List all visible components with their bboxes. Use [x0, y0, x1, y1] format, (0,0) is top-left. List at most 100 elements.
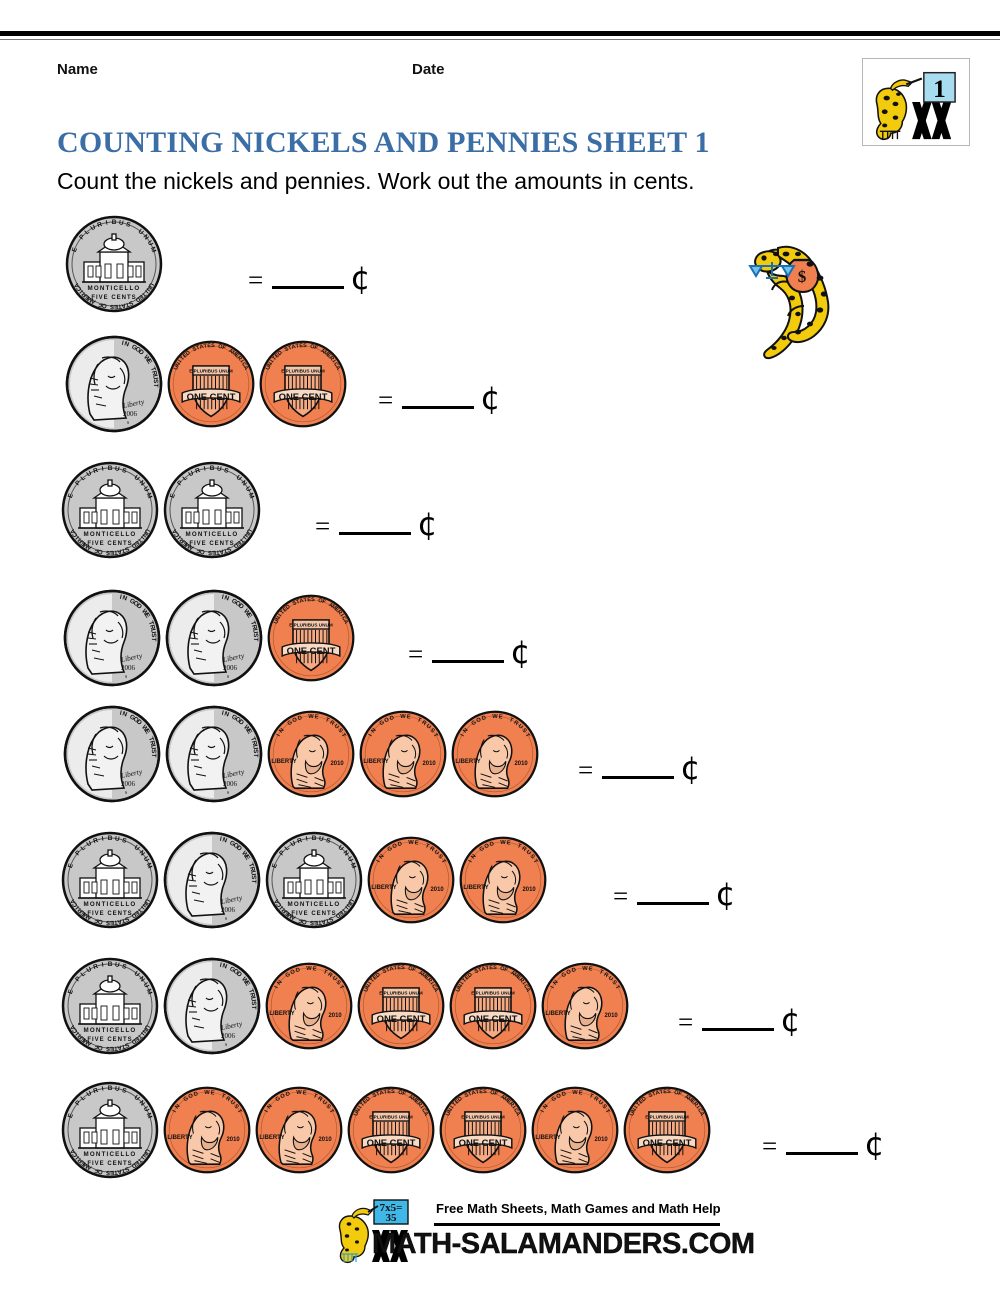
- svg-text:P: P: [74, 974, 83, 982]
- svg-text:E: E: [397, 965, 401, 971]
- svg-text:U: U: [455, 986, 462, 992]
- svg-text:C: C: [420, 1107, 427, 1114]
- svg-text:D: D: [135, 718, 143, 727]
- svg-text:D: D: [135, 602, 143, 611]
- svg-text:G: G: [287, 719, 295, 727]
- svg-text:N: N: [276, 979, 283, 986]
- svg-text:E: E: [372, 974, 379, 981]
- svg-text:P: P: [278, 848, 287, 856]
- svg-text:O: O: [232, 841, 240, 850]
- svg-text:D: D: [285, 1091, 291, 1098]
- svg-text:T: T: [296, 598, 302, 605]
- svg-text:A: A: [299, 597, 304, 604]
- svg-text:I: I: [219, 835, 222, 842]
- svg-text:N: N: [121, 594, 128, 602]
- svg-text:N: N: [447, 1107, 454, 1114]
- svg-text:D: D: [457, 1096, 464, 1103]
- svg-text:F: F: [298, 916, 304, 924]
- svg-text:T: T: [179, 354, 186, 361]
- svg-text:W: W: [306, 966, 312, 972]
- svg-text:I: I: [139, 1154, 146, 1160]
- svg-text:S: S: [121, 962, 128, 970]
- svg-text:E: E: [578, 1090, 583, 1097]
- svg-text:S: S: [121, 836, 128, 844]
- svg-text:I: I: [121, 339, 124, 346]
- svg-text:I: I: [119, 593, 122, 600]
- answer-blank-7[interactable]: [702, 1007, 775, 1031]
- svg-text:D: D: [129, 911, 137, 920]
- svg-text:N: N: [278, 727, 285, 734]
- svg-text:B: B: [108, 465, 113, 472]
- svg-text:N: N: [631, 1107, 638, 1114]
- answer-blank-4[interactable]: [432, 639, 505, 663]
- svg-text:T: T: [317, 918, 322, 925]
- svg-text:T: T: [147, 620, 155, 626]
- svg-text:N: N: [365, 983, 372, 990]
- svg-text:O: O: [132, 599, 140, 608]
- svg-text:D: D: [333, 911, 341, 920]
- svg-text:E: E: [454, 1098, 461, 1105]
- svg-text:I: I: [305, 835, 308, 842]
- svg-text:ONE CENT: ONE CENT: [367, 1138, 416, 1149]
- svg-text:E: E: [464, 974, 471, 981]
- answer-blank-5[interactable]: [602, 755, 675, 779]
- svg-text:A: A: [116, 547, 122, 555]
- svg-text:E: E: [333, 606, 340, 613]
- svg-text:I: I: [278, 904, 285, 910]
- svg-text:S: S: [106, 1044, 110, 1051]
- svg-text:B: B: [312, 835, 317, 842]
- svg-text:N: N: [221, 962, 228, 970]
- svg-text:E: E: [79, 908, 87, 916]
- svg-text:U: U: [85, 839, 93, 848]
- header-logo-art: 1: [875, 71, 956, 140]
- svg-text:E: E: [274, 352, 281, 359]
- svg-text:S: S: [150, 632, 157, 637]
- svg-text:B: B: [108, 835, 113, 842]
- equals-sign-6: =: [613, 881, 629, 911]
- svg-text:R: R: [248, 866, 256, 873]
- svg-text:M: M: [145, 988, 153, 995]
- problem-row-4: I N G O D W E T R U S T Liberty 2006 S I N G O D W E T R U S T Libe…: [0, 586, 1000, 698]
- svg-text:I: I: [74, 534, 81, 540]
- svg-text:L: L: [84, 228, 92, 236]
- svg-text:E: E: [413, 1098, 420, 1105]
- svg-text:G: G: [387, 845, 395, 853]
- svg-text:E: E: [243, 980, 252, 988]
- svg-text:E: E: [314, 918, 318, 925]
- svg-text:U: U: [149, 628, 157, 634]
- svg-text:F: F: [94, 916, 100, 924]
- svg-text:I: I: [221, 593, 224, 600]
- answer-blank-1[interactable]: [272, 265, 345, 289]
- svg-text:T: T: [120, 1042, 126, 1050]
- svg-text:D: D: [297, 715, 303, 722]
- svg-text:O: O: [484, 842, 491, 850]
- svg-text:A: A: [242, 364, 249, 370]
- svg-text:R: R: [692, 1101, 699, 1108]
- answer-blank-2[interactable]: [402, 385, 475, 409]
- svg-text:T: T: [328, 1108, 335, 1114]
- svg-text:2006: 2006: [223, 780, 238, 788]
- svg-text:S: S: [125, 790, 128, 795]
- svg-text:E PLURIBUS UNUM: E PLURIBUS UNUM: [379, 990, 423, 995]
- svg-text:R: R: [328, 355, 335, 362]
- svg-text:T: T: [252, 637, 259, 641]
- answer-area-7: = ¢: [678, 1004, 801, 1036]
- svg-text:O: O: [309, 343, 315, 350]
- svg-text:A: A: [319, 347, 326, 354]
- svg-text:N: N: [221, 836, 228, 844]
- answer-blank-6[interactable]: [637, 881, 710, 905]
- header-logo-board-text: 1: [933, 75, 946, 103]
- svg-text:I: I: [450, 1104, 456, 1109]
- svg-text:A: A: [342, 618, 349, 624]
- svg-text:S: S: [121, 1086, 128, 1094]
- svg-text:A: A: [85, 1162, 93, 1171]
- svg-text:C: C: [71, 1150, 80, 1158]
- answer-blank-3[interactable]: [339, 511, 412, 535]
- answer-blank-8[interactable]: [786, 1131, 859, 1155]
- svg-text:R: R: [178, 535, 186, 544]
- svg-text:I: I: [634, 1104, 640, 1109]
